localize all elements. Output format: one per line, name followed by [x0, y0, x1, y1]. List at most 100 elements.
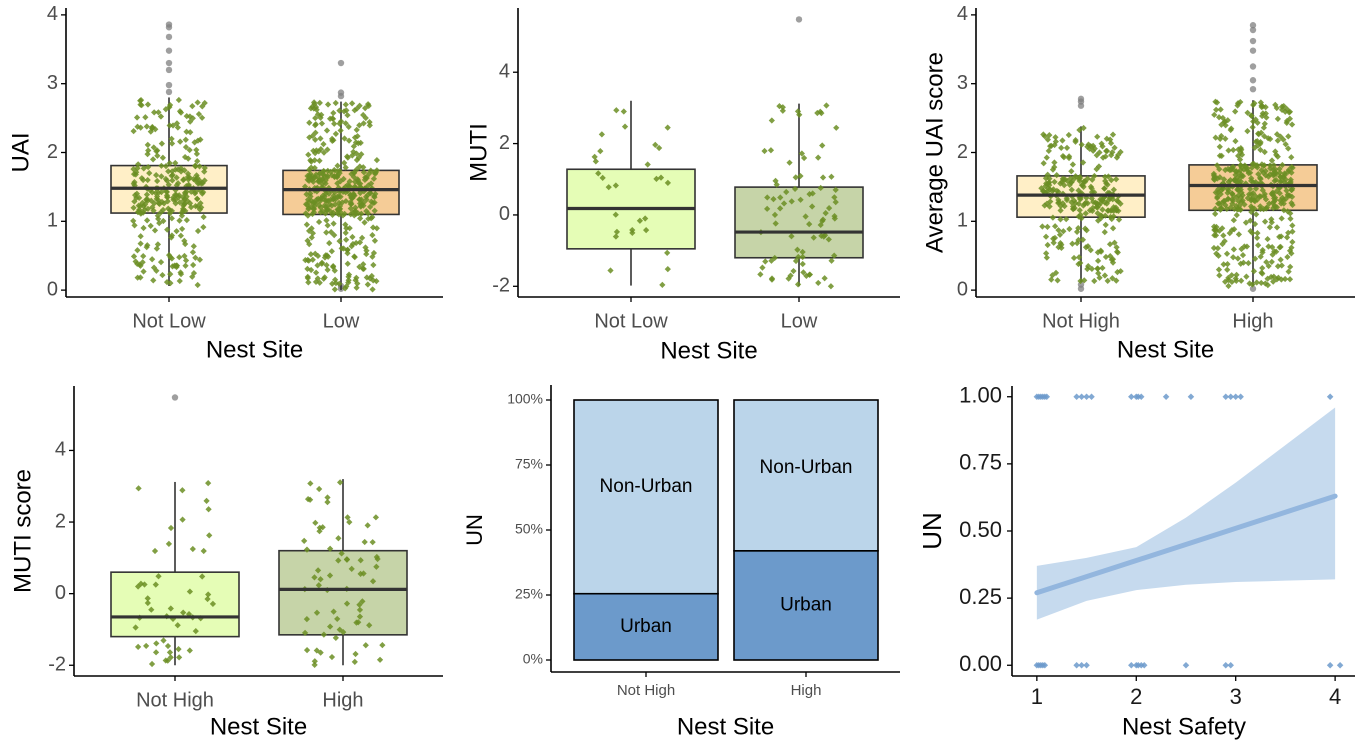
- jitter-point: [345, 273, 352, 280]
- jitter-point: [144, 176, 151, 184]
- jitter-point: [1218, 121, 1225, 128]
- jitter-point: [1068, 178, 1075, 185]
- jitter-point: [1269, 189, 1276, 196]
- jitter-point: [1077, 277, 1084, 285]
- jitter-point: [1088, 195, 1095, 202]
- outlier-point: [795, 16, 803, 23]
- segment-label-urban: Urban: [620, 616, 672, 637]
- jitter-point: [1274, 115, 1281, 123]
- jitter-point: [364, 281, 371, 288]
- jitter-point: [1229, 190, 1236, 197]
- jitter-point: [1250, 118, 1257, 125]
- jitter-point: [1051, 178, 1058, 185]
- jitter-point: [1233, 271, 1240, 278]
- jitter-point: [167, 254, 174, 261]
- outlier-point: [165, 21, 173, 28]
- y-tick-label: 1: [957, 210, 968, 232]
- jitter-point: [1258, 279, 1265, 287]
- data-point: [1237, 393, 1244, 400]
- jitter-point: [324, 146, 331, 153]
- jitter-point: [1222, 135, 1229, 142]
- jitter-point: [361, 219, 368, 226]
- jitter-point: [301, 537, 308, 544]
- jitter-point: [312, 278, 320, 285]
- jitter-point: [162, 106, 169, 113]
- jitter-point: [356, 263, 363, 270]
- jitter-point: [1043, 154, 1050, 161]
- jitter-point: [305, 151, 312, 158]
- outlier-point: [165, 59, 173, 67]
- jitter-point: [1082, 210, 1089, 217]
- jitter-point: [330, 109, 337, 117]
- jitter-point: [1286, 276, 1294, 283]
- jitter-point: [1244, 109, 1251, 116]
- jitter-point: [1288, 121, 1296, 128]
- jitter-point: [1254, 229, 1261, 237]
- jitter-point: [1109, 275, 1116, 282]
- box-not-high: [110, 571, 240, 638]
- jitter-point: [199, 573, 206, 580]
- jitter-point: [193, 172, 200, 179]
- jitter-point: [1094, 265, 1101, 272]
- jitter-point: [181, 201, 188, 208]
- outlier-point: [1249, 26, 1257, 34]
- jitter-point: [196, 163, 203, 170]
- jitter-point: [337, 127, 344, 134]
- y-axis-title: UAI: [7, 132, 34, 172]
- jitter-point: [1218, 152, 1225, 159]
- jitter-point: [324, 266, 331, 274]
- jitter-point: [1282, 141, 1289, 148]
- jitter-point: [166, 649, 174, 656]
- jitter-point: [1042, 175, 1050, 182]
- x-tick-label: Low: [781, 310, 818, 332]
- jitter-point: [1112, 204, 1120, 211]
- jitter-point: [323, 261, 330, 269]
- jitter-point: [312, 269, 320, 276]
- jitter-point: [135, 485, 142, 492]
- jitter-point: [1289, 222, 1296, 229]
- jitter-point: [173, 174, 180, 181]
- jitter-point: [1273, 131, 1281, 138]
- jitter-point: [1280, 136, 1287, 143]
- jitter-point: [1235, 187, 1242, 194]
- jitter-point: [167, 271, 174, 278]
- jitter-point: [180, 176, 187, 184]
- jitter-point: [823, 102, 830, 109]
- jitter-point: [1089, 204, 1096, 212]
- jitter-point: [1048, 276, 1055, 283]
- jitter-point: [1045, 147, 1052, 154]
- jitter-point: [190, 243, 197, 250]
- jitter-point: [343, 236, 350, 243]
- jitter-point: [1231, 226, 1238, 233]
- jitter-point: [799, 253, 806, 261]
- jitter-point: [1069, 161, 1076, 168]
- jitter-point: [1048, 142, 1055, 150]
- jitter-point: [659, 281, 666, 288]
- x-axis-title: Nest Site: [206, 336, 303, 363]
- scatter-trend-panel: 0.00 0.25 0.50 0.75 1.00 1 2 3 4 UN Nest Safety: [917, 383, 1355, 740]
- jitter-point: [360, 261, 367, 268]
- boxplot-panel-4: -2 0 2 4 Not High High MUTI score Nest Site: [9, 386, 443, 740]
- jitter-point: [157, 113, 165, 120]
- jitter-point: [154, 177, 161, 185]
- y-axis-title: UN: [462, 514, 487, 546]
- outlier-point: [165, 33, 173, 41]
- jitter-point: [194, 195, 201, 202]
- jitter-point: [205, 480, 212, 487]
- jitter-point: [1287, 176, 1294, 183]
- jitter-point: [144, 101, 152, 108]
- jitter-point: [170, 194, 177, 201]
- jitter-point: [1216, 174, 1223, 181]
- jitter-point: [1080, 183, 1087, 190]
- jitter-point: [183, 217, 190, 224]
- jitter-point: [1215, 266, 1223, 273]
- jitter-point: [196, 256, 204, 263]
- y-tick-label: 1: [47, 210, 58, 232]
- jitter-point: [324, 101, 332, 108]
- jitter-point: [144, 599, 151, 607]
- jitter-point: [175, 654, 183, 661]
- jitter-point: [1285, 145, 1292, 152]
- x-tick-label: Low: [323, 310, 360, 332]
- jitter-point: [176, 108, 184, 115]
- jitter-point: [1287, 215, 1294, 222]
